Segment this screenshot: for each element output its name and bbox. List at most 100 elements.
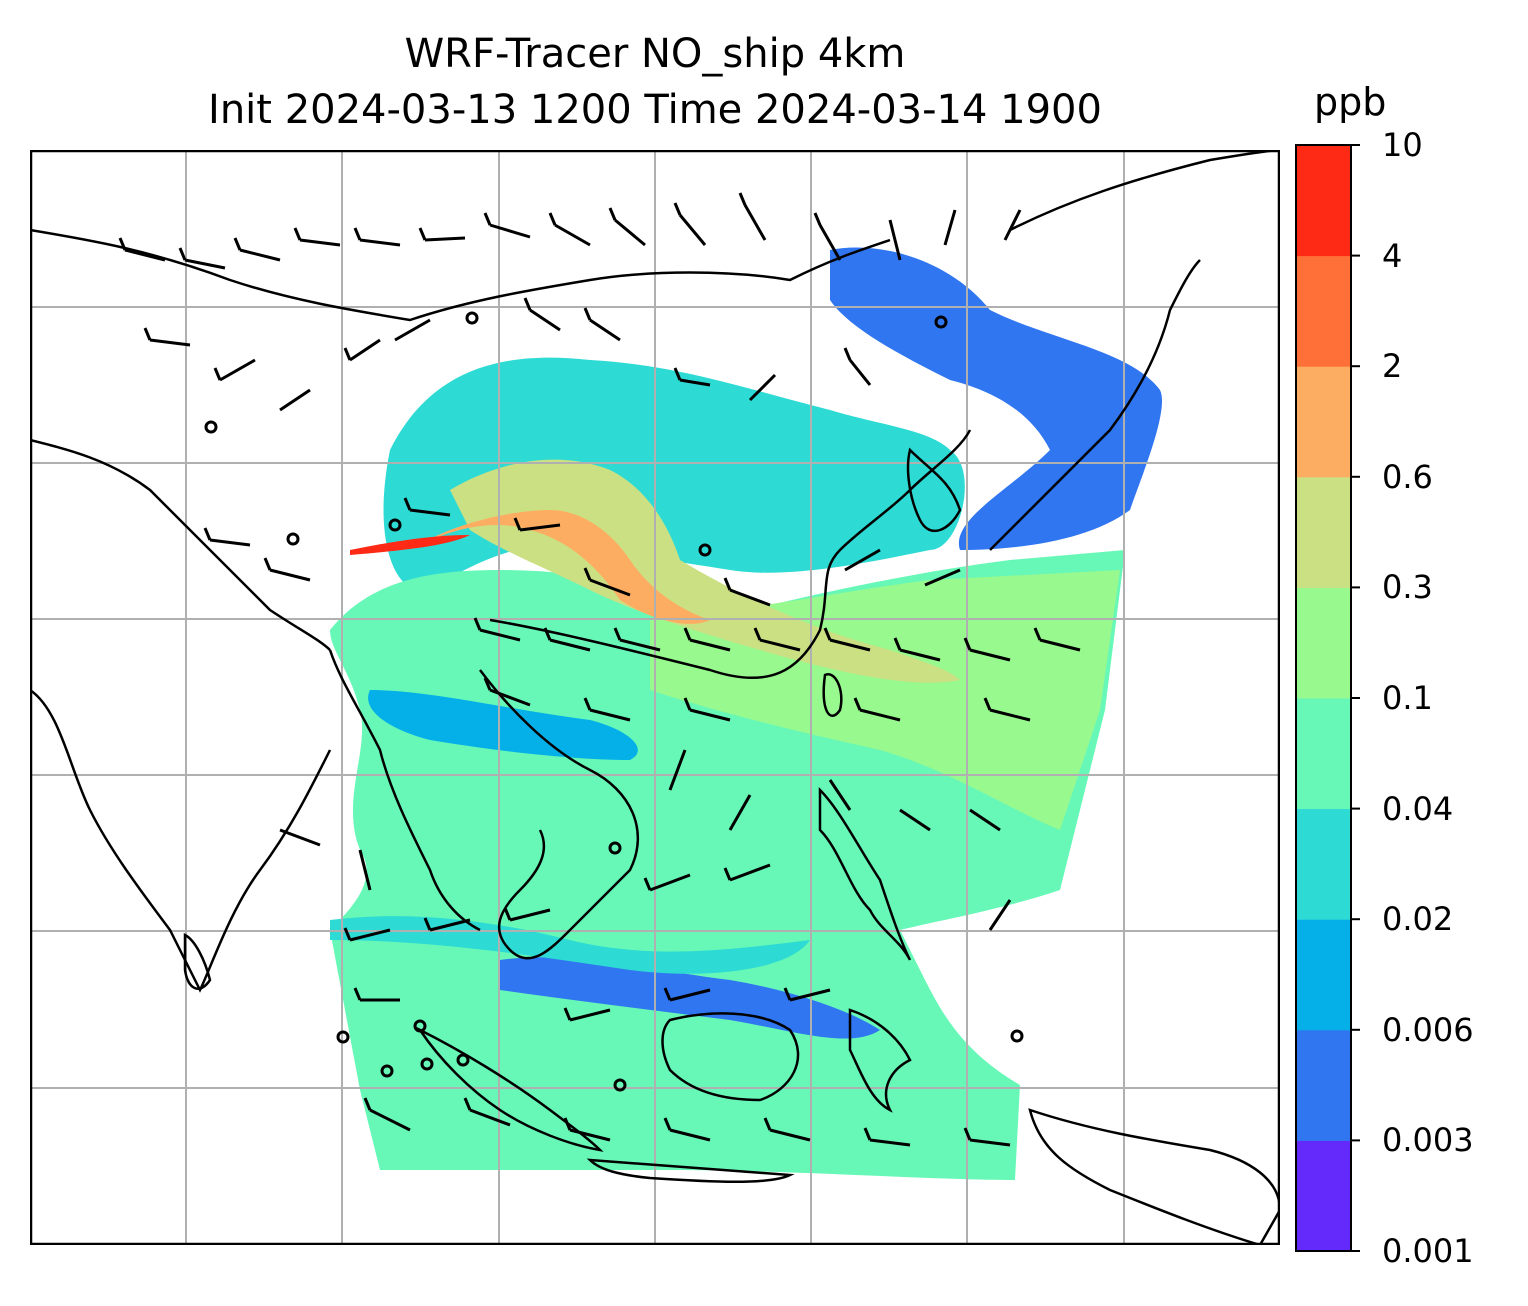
colorbar-segment [1296,919,1351,1031]
calm-marker [465,311,479,325]
calm-marker [613,1078,627,1092]
concentration-field [330,247,1163,1180]
colorbar-tick-label: 2 [1382,347,1403,386]
colorbar-tick-label: 4 [1382,236,1403,275]
calm-marker [420,1057,434,1071]
wind-barb [843,347,872,386]
wind-barb [863,1127,911,1147]
wind-barb [608,207,646,247]
wind-barb [583,697,631,722]
map-title-line1: WRF-Tracer NO_ship 4km [404,31,906,77]
coastline-india [30,688,332,993]
wind-barb [924,568,961,587]
wind-barb [828,779,852,811]
colorbar-tick-label: 0.04 [1382,789,1454,828]
wind-barb [988,899,1012,931]
colorbar-tick-label: 0.02 [1382,900,1454,939]
calm-marker [380,1064,394,1078]
wind-barb [418,227,466,242]
colorbar-tick-label: 0.6 [1382,457,1433,496]
wind-barbs [118,192,1081,1147]
wind-barb [1003,209,1022,241]
map-title-line2: Init 2024-03-13 1200 Time 2024-03-14 190… [208,87,1102,133]
field-south-low [500,957,880,1039]
wind-barb [748,373,777,402]
wind-barb [668,749,687,791]
calm-markers [204,311,1024,1092]
wind-barb [343,927,391,942]
gridlines [30,150,1280,1245]
coastline-borneo [661,1012,800,1102]
colorbar-segment [1296,255,1351,367]
colorbar-segment [1296,698,1351,810]
calm-marker [204,420,218,434]
calm-marker [336,1030,350,1044]
wind-barb [548,212,591,247]
coastline-taiwan [822,673,843,717]
wind-barb [263,557,311,582]
wind-barb [473,617,521,642]
coastline-philippines [818,786,912,961]
wind-barb [853,697,901,722]
colorbar-segment [1296,1140,1351,1252]
wind-barb [1033,627,1081,652]
colorbar [1295,144,1360,1252]
coastline-newguinea [1028,1108,1280,1245]
coastline-north-border [30,228,891,322]
field-northeast-band [830,247,1163,550]
calm-marker [388,518,402,532]
wind-barb [673,202,707,246]
wind-barb [753,627,801,652]
coastline-sumatra [416,1026,604,1152]
wind-barb [143,327,191,347]
wind-barb [813,212,842,261]
wind-barb [583,307,621,342]
wind-barb [178,247,226,270]
colorbar-segment [1296,145,1351,257]
wind-barb [983,697,1031,722]
wind-barb [844,548,881,572]
wind-barb [363,1097,411,1132]
wind-barb [203,527,251,547]
colorbar-tick-label: 0.006 [1382,1010,1474,1049]
wind-barb [563,1117,611,1142]
colorbar-segment [1296,808,1351,920]
wind-barb [118,237,166,262]
wind-barb [728,794,752,831]
wind-barb [353,987,400,1002]
wind-barb [483,212,531,239]
wind-barb [233,237,281,262]
wind-barb [673,367,711,387]
colorbar-segment [1296,587,1351,699]
colorbar-segment [1296,476,1351,588]
wind-barb [969,808,1001,832]
colorbar-tick-label: 10 [1382,126,1423,164]
wind-barb [888,219,902,261]
wind-barb [943,209,957,246]
calm-marker [1010,1029,1024,1043]
wind-barb [279,388,311,412]
wind-barb [483,677,531,707]
coastline-west-border [30,438,331,651]
wind-barb [893,637,941,662]
calm-marker [413,1019,427,1033]
wind-barb [353,227,401,247]
wind-barb [543,627,591,652]
coastline-srilanka [183,932,212,990]
field-peak-orange [420,510,710,624]
wind-barb [783,987,831,1002]
calm-marker [286,532,300,546]
wind-barb [343,338,381,362]
wind-barb [663,1117,711,1142]
wind-barb [763,1117,811,1142]
field-mid-low [368,690,638,760]
coastline-bay-bengal [328,649,481,932]
wind-barb [563,1007,611,1022]
wind-barb [663,987,711,1002]
coastline-sulawesi [848,1008,912,1113]
coastline-java [586,1158,795,1183]
coastline-japan [989,259,1201,551]
wind-barb [583,567,631,597]
wind-barb [963,1127,1011,1147]
colorbar-unit: ppb [1314,80,1387,124]
